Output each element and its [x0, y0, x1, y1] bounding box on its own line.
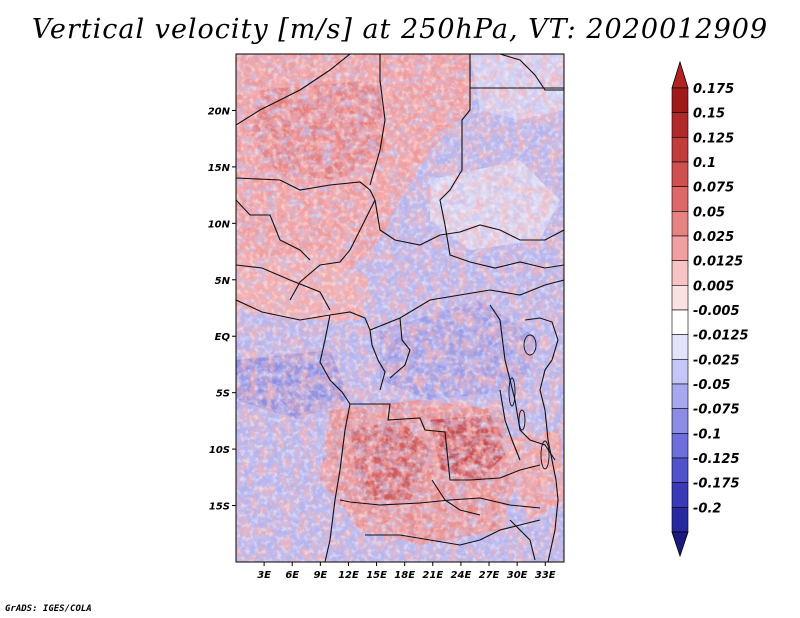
lat-label: 10S: [209, 445, 230, 456]
colorbar-swatch: [671, 482, 689, 508]
colorbar-label: 0.15: [693, 107, 725, 122]
colorbar-swatch: [671, 137, 689, 163]
colorbar-swatch: [671, 433, 689, 459]
lon-label: 12E: [338, 570, 359, 581]
colorbar-label: -0.0125: [693, 329, 749, 344]
map-frame: [235, 53, 565, 563]
colorbar-swatch: [671, 359, 689, 385]
colorbar-label: -0.05: [693, 378, 730, 393]
colorbar-label: -0.1: [693, 427, 721, 442]
colorbar-swatch: [671, 285, 689, 311]
colorbar-label: 0.005: [693, 279, 734, 294]
colorbar-label: 0.125: [693, 131, 734, 146]
colorbar-swatch: [671, 309, 689, 335]
colorbar-swatch: [671, 87, 689, 113]
colorbar-swatch: [671, 112, 689, 138]
colorbar-label: -0.2: [693, 501, 721, 516]
colorbar-swatch: [671, 186, 689, 212]
colorbar-label: -0.125: [693, 452, 740, 467]
colorbar-swatch: [671, 235, 689, 261]
colorbar-label: 0.175: [693, 82, 734, 97]
lon-label: 15E: [366, 570, 387, 581]
colorbar-label: 0.075: [693, 181, 734, 196]
colorbar-top-arrow: [671, 60, 689, 89]
grads-credit: GrADS: IGES/COLA: [5, 604, 92, 614]
colorbar-label: -0.075: [693, 403, 740, 418]
colorbar: 0.175 0.15 0.125 0.1 0.075 0.05 0.025 0.0125 0.0…: [671, 60, 749, 558]
colorbar-swatch: [671, 260, 689, 286]
colorbar-swatch: [671, 408, 689, 434]
latitude-axis: 20N 15N 10N 5N EQ 5S 10S 15S: [208, 106, 236, 513]
colorbar-label: 0.1: [693, 156, 716, 171]
colorbar-label: -0.025: [693, 353, 740, 368]
lon-label: 18E: [394, 570, 415, 581]
map-title: Vertical velocity [m/s] at 250hPa, VT: 2…: [31, 14, 769, 45]
lon-label: 3E: [257, 570, 271, 581]
longitude-axis: 3E 6E 9E 12E 15E 18E 21E 24E 27E 30E 33E: [257, 562, 556, 581]
colorbar-label: 0.05: [693, 205, 725, 220]
lon-label: 24E: [451, 570, 472, 581]
colorbar-label: -0.175: [693, 477, 740, 492]
lon-label: 21E: [422, 570, 443, 581]
colorbar-swatch: [671, 334, 689, 360]
lat-label: 15S: [209, 502, 230, 513]
lon-label: 33E: [535, 570, 556, 581]
lon-label: 27E: [479, 570, 500, 581]
colorbar-swatch: [671, 507, 689, 533]
colorbar-swatch: [671, 161, 689, 187]
lakes: [508, 334, 550, 470]
lon-label: 9E: [313, 570, 327, 581]
lat-label: EQ: [215, 332, 231, 343]
colorbar-swatch: [671, 383, 689, 409]
lon-label: 6E: [285, 570, 299, 581]
colorbar-label: -0.005: [693, 304, 740, 319]
colorbar-swatch: [671, 457, 689, 483]
lat-label: 5N: [215, 276, 231, 287]
lat-label: 5S: [216, 389, 230, 400]
colorbar-label: 0.025: [693, 230, 734, 245]
colorbar-bottom-arrow: [671, 531, 689, 558]
colorbar-swatch: [671, 211, 689, 237]
velocity-field: [236, 54, 564, 562]
lat-label: 20N: [208, 106, 231, 117]
colorbar-label: 0.0125: [693, 255, 743, 270]
lon-label: 30E: [507, 570, 528, 581]
lat-label: 10N: [208, 219, 231, 230]
lat-label: 15N: [208, 163, 231, 174]
